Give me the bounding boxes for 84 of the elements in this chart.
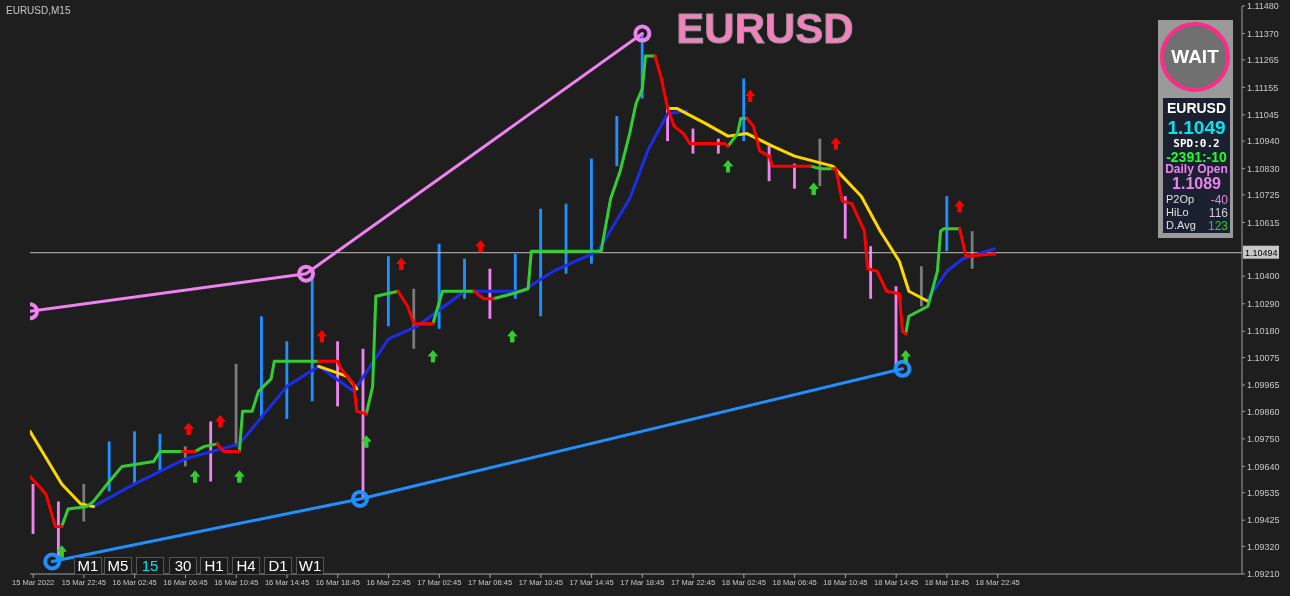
point xyxy=(723,160,734,173)
y-tick-label: 1.11265 xyxy=(1247,54,1279,65)
timeframe-button: H1 xyxy=(200,557,228,575)
timeframe-button: 15 xyxy=(136,557,164,575)
annotation: 116 xyxy=(1208,206,1228,220)
bar xyxy=(463,258,466,299)
bar xyxy=(818,138,822,187)
annotation: Daily Open xyxy=(1164,162,1229,177)
point xyxy=(745,90,756,103)
annotation: -2391:-10 xyxy=(1165,149,1228,165)
bar xyxy=(107,441,111,492)
y-tick-label: 1.11370 xyxy=(1247,28,1279,39)
y-tick-label: 1.10400 xyxy=(1247,271,1280,282)
point xyxy=(215,415,226,428)
y-tick-label: 1.10180 xyxy=(1247,326,1280,337)
timeframe-button: 30 xyxy=(169,557,197,575)
bar xyxy=(133,431,136,484)
y-tick-label: 1.09535 xyxy=(1247,487,1280,498)
y-tick-label: 1.09965 xyxy=(1247,380,1280,391)
point xyxy=(396,257,407,270)
bar xyxy=(260,316,263,419)
bar xyxy=(615,116,619,167)
y-tick-label: 1.10290 xyxy=(1247,298,1280,309)
point xyxy=(350,489,369,508)
y-tick-label: 1.10615 xyxy=(1247,217,1280,228)
annotation: D.Avg xyxy=(1166,219,1196,231)
y-tick-label: 1.09750 xyxy=(1247,434,1280,445)
bar xyxy=(285,341,289,419)
point xyxy=(808,182,819,195)
bar xyxy=(742,78,746,142)
point xyxy=(183,422,194,435)
chart-title: EURUSD xyxy=(675,4,855,54)
point xyxy=(633,24,652,43)
annotation: 1.1089 xyxy=(1172,175,1221,193)
annotation: P2Op xyxy=(1166,193,1195,205)
y-tick-label: 1.10830 xyxy=(1247,163,1280,174)
ref-line-label: 1.10494 xyxy=(1245,247,1278,258)
bar xyxy=(945,196,949,252)
point xyxy=(234,470,245,483)
bar xyxy=(386,256,390,327)
y-tick-label: 1.10075 xyxy=(1247,352,1280,363)
timeframe-button: M5 xyxy=(104,557,132,575)
y-tick-label: 1.09860 xyxy=(1247,406,1280,417)
annotation: 1.1049 xyxy=(1166,117,1227,139)
annotation: 123 xyxy=(1207,219,1228,233)
point xyxy=(56,545,67,558)
point xyxy=(43,552,62,571)
annotation: EURUSD xyxy=(1165,100,1228,117)
y-tick-label: 1.09425 xyxy=(1247,515,1280,526)
annotation: SPD:0.2 xyxy=(1172,137,1221,151)
point xyxy=(893,359,912,378)
point xyxy=(900,350,911,363)
bar xyxy=(539,208,543,317)
point xyxy=(361,435,372,448)
point xyxy=(830,137,841,150)
y-tick-label: 1.10725 xyxy=(1247,190,1280,201)
bar xyxy=(919,266,923,307)
point xyxy=(954,200,965,213)
y-tick-label: 1.11155 xyxy=(1247,82,1279,93)
annotation: HiLo xyxy=(1166,206,1189,218)
status-badge: WAIT xyxy=(1160,22,1230,92)
y-tick-label: 1.09640 xyxy=(1247,461,1280,472)
bar xyxy=(869,246,873,299)
y-tick-label: 1.09320 xyxy=(1247,541,1280,552)
bar xyxy=(843,196,847,239)
point xyxy=(297,264,316,283)
annotation: -40 xyxy=(1210,193,1228,207)
point xyxy=(427,350,438,363)
chart-subtitle: EURUSD,M15 xyxy=(6,5,71,16)
point xyxy=(475,240,486,253)
point xyxy=(316,330,327,343)
y-tick-label: 1.11045 xyxy=(1247,110,1279,121)
point xyxy=(507,330,518,343)
timeframe-button: W1 xyxy=(296,557,324,575)
bar xyxy=(488,268,492,319)
timeframe-button: D1 xyxy=(264,557,292,575)
timeframe-button: H4 xyxy=(232,557,260,575)
y-tick-label: 1.09210 xyxy=(1247,569,1280,580)
y-tick-label: 1.11480 xyxy=(1247,1,1279,12)
timeframe-button: M1 xyxy=(74,557,102,575)
y-tick-label: 1.10940 xyxy=(1247,136,1280,147)
bar xyxy=(589,158,593,264)
point xyxy=(189,470,200,483)
bar xyxy=(310,276,314,402)
